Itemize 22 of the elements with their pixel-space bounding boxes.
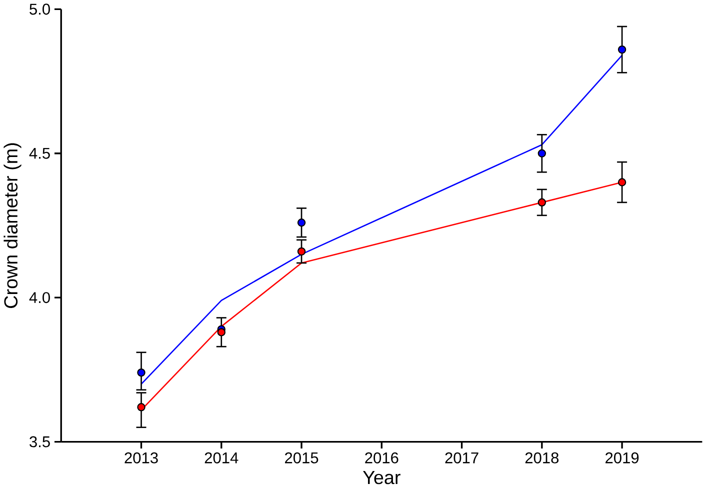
y-axis-title: Crown diameter (m): [4, 143, 22, 308]
y-tick-label: 3.5: [30, 436, 50, 448]
point: [297, 247, 306, 256]
x-tick-label: 2015: [285, 452, 318, 464]
y-tick-label: 5.0: [30, 4, 50, 15]
x-tick-label: 2013: [124, 452, 158, 464]
x-tick-label: 2019: [606, 452, 639, 464]
x-tick-label: 2018: [525, 452, 559, 464]
point: [618, 178, 626, 186]
x-tick-label: 2016: [365, 452, 398, 464]
point: [538, 198, 546, 207]
point: [618, 46, 626, 54]
x-axis-title: Year: [362, 471, 400, 484]
point: [217, 328, 226, 336]
point: [538, 149, 546, 158]
x-tick-label: 2014: [204, 452, 238, 464]
y-tick-label: 4.5: [29, 148, 50, 159]
point: [137, 403, 146, 412]
point: [297, 218, 306, 227]
x-tick-label: 2017: [445, 452, 478, 464]
point: [137, 368, 146, 377]
y-tick-label: 4.0: [29, 292, 50, 304]
